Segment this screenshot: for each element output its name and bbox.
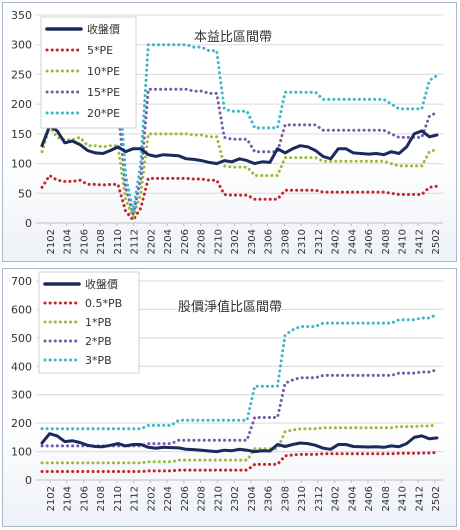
y-tick-label: 200: [11, 417, 32, 430]
chart-title: 本益比區間帶: [194, 30, 272, 45]
x-tick-label: 2110: [113, 229, 124, 254]
pe-band-chart: 0 50 100 150 200 250 300 350 2102 2104 2106 2108 211…: [11, 9, 443, 254]
y-tick-label: 0: [25, 474, 32, 487]
x-tick-label: 2304: [247, 229, 258, 254]
x-tick-label: 2206: [180, 486, 191, 511]
x-tick-label: 2412: [414, 486, 425, 511]
x-tick-label: 2104: [63, 229, 74, 254]
x-tick-label: 2310: [297, 486, 308, 511]
x-tick-label: 2312: [314, 229, 325, 254]
x-tick-label: 2412: [414, 229, 425, 254]
legend-label: 15*PE: [87, 86, 120, 99]
x-tick-label: 2502: [431, 229, 442, 254]
series-line-3: [40, 77, 439, 216]
x-tick-label: 2110: [113, 486, 124, 511]
x-tick-label: 2406: [364, 486, 375, 511]
x-tick-label: 2502: [431, 486, 442, 511]
x-tick-label: 2306: [264, 486, 275, 511]
y-tick-label: 700: [11, 275, 32, 288]
legend-box: [40, 16, 137, 129]
x-tick-label: 2302: [230, 229, 241, 254]
x-tick-label: 2108: [96, 486, 107, 511]
y-tick-label: 50: [18, 187, 32, 200]
x-tick-label: 2108: [96, 229, 107, 254]
y-tick-label: 600: [11, 303, 32, 316]
x-tick-label: 2410: [398, 486, 409, 511]
x-tick-label: 2206: [180, 229, 191, 254]
x-tick-label: 2408: [381, 486, 392, 511]
x-tick-label: 2104: [63, 486, 74, 511]
legend-label: 2*PB: [85, 335, 112, 348]
x-tick-label: 2102: [46, 486, 57, 511]
y-tick-label: 500: [11, 332, 32, 345]
pb-band-chart: 0 100 200 300 400 500 600 700 2102 2104 2106 2108 21…: [11, 271, 443, 511]
legend-label: 收盤價: [87, 22, 120, 36]
x-tick-label: 2402: [331, 486, 342, 511]
series-line-2: [40, 125, 439, 219]
series-line-1: [40, 174, 439, 222]
series-line-2: [40, 423, 439, 465]
legend-label: 收盤價: [85, 277, 118, 291]
y-tick-label: 400: [11, 360, 32, 373]
legend-label: 3*PB: [85, 354, 112, 367]
y-tick-label: 150: [11, 128, 32, 141]
y-tick-label: 350: [11, 9, 32, 22]
x-tick-label: 2404: [347, 229, 358, 254]
y-tick-label: 300: [11, 389, 32, 402]
x-tick-label: 2106: [79, 229, 90, 254]
x-tick-label: 2302: [230, 486, 241, 511]
y-tick-label: 100: [11, 446, 32, 459]
y-tick-label: 100: [11, 158, 32, 171]
legend-label: 5*PE: [87, 44, 113, 57]
x-tick-label: 2308: [280, 486, 291, 511]
pb-band-chart-panel: 0 100 200 300 400 500 600 700 2102 2104 2106 2108 21…: [2, 268, 457, 527]
x-tick-label: 2204: [163, 486, 174, 511]
legend-label: 10*PE: [87, 65, 120, 78]
x-tick-label: 2404: [347, 486, 358, 511]
pe-band-chart-panel: 0 50 100 150 200 250 300 350 2102 2104 2106 2108 211…: [2, 2, 457, 262]
x-tick-label: 2202: [146, 486, 157, 511]
y-tick-label: 0: [25, 217, 32, 230]
x-tick-label: 2204: [163, 229, 174, 254]
x-tick-label: 2310: [297, 229, 308, 254]
y-tick-label: 200: [11, 98, 32, 111]
legend-label: 0.5*PB: [85, 297, 122, 310]
x-tick-label: 2210: [213, 486, 224, 511]
x-tick-label: 2410: [398, 229, 409, 254]
series-line-1: [40, 450, 439, 473]
series-line-3: [40, 368, 439, 448]
x-tick-label: 2304: [247, 486, 258, 511]
legend-label: 20*PE: [87, 107, 120, 120]
x-tick-label: 2308: [280, 229, 291, 254]
chart-title: 股價淨值比區間帶: [178, 299, 282, 315]
y-tick-label: 250: [11, 68, 32, 81]
x-tick-label: 2112: [130, 486, 141, 511]
x-tick-label: 2408: [381, 229, 392, 254]
series-line-0: [40, 432, 439, 454]
x-tick-label: 2208: [197, 229, 208, 254]
x-tick-label: 2112: [130, 229, 141, 254]
x-tick-label: 2106: [79, 486, 90, 511]
series-line-4: [40, 313, 439, 431]
x-tick-label: 2210: [213, 229, 224, 254]
x-tick-label: 2306: [264, 229, 275, 254]
x-tick-label: 2402: [331, 229, 342, 254]
x-tick-label: 2406: [364, 229, 375, 254]
x-tick-label: 2208: [197, 486, 208, 511]
series-line-0: [40, 124, 439, 166]
legend-label: 1*PB: [85, 316, 112, 329]
x-tick-label: 2102: [46, 229, 57, 254]
x-tick-label: 2312: [314, 486, 325, 511]
y-tick-label: 300: [11, 39, 32, 52]
x-tick-label: 2202: [146, 229, 157, 254]
